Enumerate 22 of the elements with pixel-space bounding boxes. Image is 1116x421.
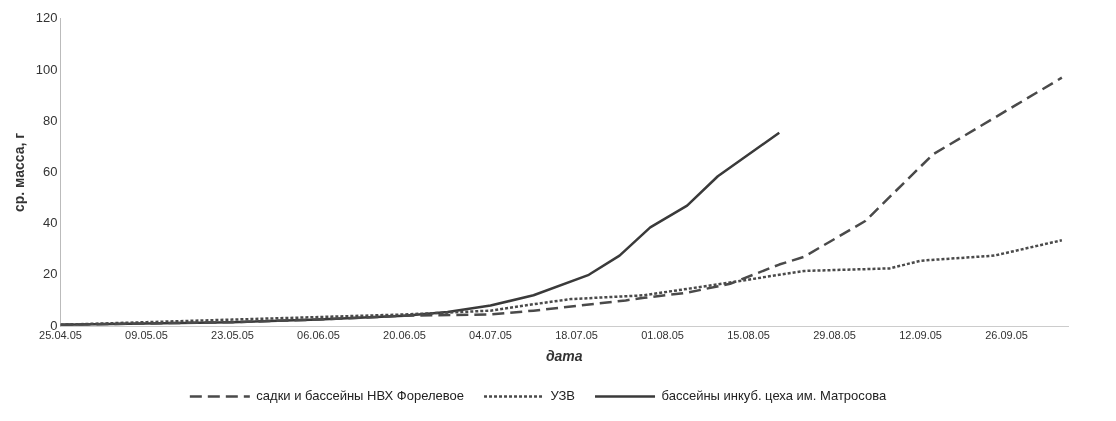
y-tick-label: 40	[43, 215, 58, 231]
legend-label: УЗВ	[550, 388, 576, 404]
y-tick-label: 60	[43, 163, 58, 179]
x-tick-label: 18.07.05	[555, 328, 598, 341]
x-tick-label: 04.07.05	[469, 328, 512, 341]
legend-label: бассейны инкуб. цеха им. Матросова	[661, 388, 887, 404]
y-axis-title: ср. масса, г	[11, 132, 28, 213]
x-tick-label: 06.06.05	[297, 328, 340, 341]
x-tick-label: 20.06.05	[383, 328, 426, 341]
x-tick-label: 12.09.05	[899, 328, 942, 341]
x-tick-label: 15.08.05	[727, 328, 770, 341]
y-tick-label: 100	[35, 61, 58, 77]
x-tick-label: 01.08.05	[641, 328, 684, 341]
x-axis-title: дата	[545, 348, 583, 365]
y-tick-label: 120	[35, 10, 58, 26]
x-tick-label: 09.05.05	[125, 328, 168, 341]
x-tick-label: 23.05.05	[211, 328, 254, 341]
x-tick-label: 29.08.05	[813, 328, 856, 341]
x-tick-label: 26.09.05	[985, 328, 1028, 341]
legend-label: садки и бассейны НВХ Форелевое	[256, 388, 465, 404]
y-tick-label: 80	[43, 112, 58, 128]
y-tick-label: 20	[43, 266, 58, 282]
